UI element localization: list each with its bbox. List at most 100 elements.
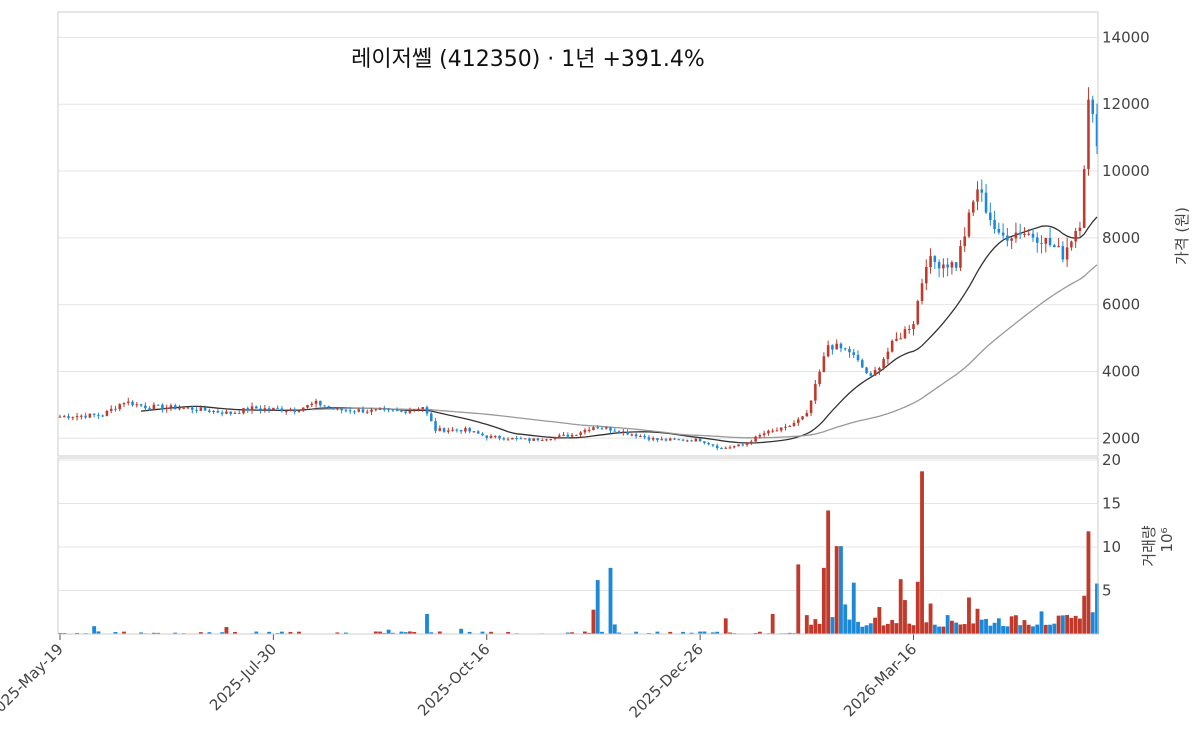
candle-body	[796, 419, 800, 423]
volume-bar	[839, 546, 843, 634]
volume-bar	[220, 632, 225, 634]
volume-bar	[804, 615, 809, 634]
volume-bar	[480, 631, 485, 634]
volume-axis-label: 거래량	[1140, 525, 1158, 567]
candle-body	[489, 435, 493, 438]
x-tick-label: 2025-May-19	[0, 640, 67, 723]
volume-bar	[992, 622, 997, 634]
candle-body	[997, 228, 1001, 233]
price-panel-frame	[57, 11, 1099, 457]
candle-body	[1014, 232, 1018, 239]
candle-body	[220, 412, 224, 414]
volume-tick-label: 10	[1102, 538, 1121, 556]
volume-bar	[668, 631, 673, 634]
candle-body	[570, 434, 574, 437]
volume-bar	[830, 617, 835, 634]
volume-bar	[489, 631, 493, 634]
candle-body	[609, 427, 612, 431]
candle-body	[357, 409, 361, 412]
candle-body	[216, 411, 220, 413]
chart-title: 레이저쎌 (412350) · 1년 +391.4%	[351, 47, 705, 72]
volume-bar	[425, 613, 429, 634]
candle-body	[109, 408, 113, 411]
price-tick-label: 4000	[1102, 362, 1140, 380]
candle-body	[528, 438, 531, 441]
candle-body	[929, 256, 932, 268]
candle-body	[873, 369, 877, 376]
candle-body	[336, 408, 339, 410]
volume-bar	[962, 624, 967, 634]
volume-bar	[851, 582, 856, 634]
candle-body	[886, 351, 890, 360]
candle-body	[728, 447, 732, 449]
candle-body	[212, 411, 215, 413]
candle-body	[148, 408, 151, 410]
candle-body	[741, 444, 745, 446]
volume-bar	[506, 631, 511, 634]
candle-body	[673, 438, 676, 440]
candle-body	[1044, 237, 1048, 244]
candle-body	[1035, 237, 1039, 243]
volume-tick-label: 15	[1102, 495, 1121, 513]
volume-bar	[975, 608, 980, 634]
candle-body	[297, 410, 301, 412]
candle-body	[276, 407, 279, 409]
candle-body	[664, 439, 668, 441]
volume-bar	[459, 628, 464, 634]
volume-bar	[873, 617, 878, 634]
candle-body	[365, 411, 369, 413]
candle-body	[515, 437, 518, 439]
candle-body	[1010, 238, 1013, 241]
volume-bar	[582, 631, 587, 634]
candle-body	[843, 348, 847, 350]
volume-bar	[1022, 620, 1027, 634]
candle-body	[310, 403, 314, 405]
candle-body	[613, 430, 617, 432]
candle-body	[677, 439, 681, 441]
candle-body	[809, 400, 813, 414]
candle-body	[899, 338, 902, 340]
volume-bar	[809, 624, 813, 634]
volume-bar	[151, 632, 156, 634]
candle-body	[139, 404, 143, 406]
candle-body	[656, 438, 659, 441]
candle-body	[532, 438, 535, 441]
volume-bar	[1095, 583, 1099, 634]
volume-bar	[1043, 624, 1048, 634]
volume-bar	[1013, 615, 1018, 634]
candle-body	[340, 408, 343, 411]
volume-bar	[412, 631, 417, 634]
candle-body	[233, 412, 237, 414]
candle-body	[822, 356, 826, 372]
candle-body	[963, 236, 966, 247]
volume-bar	[890, 620, 895, 634]
volume-bar	[757, 631, 762, 634]
volume-bar	[698, 631, 703, 634]
candle-body	[58, 416, 62, 418]
candle-body	[114, 408, 117, 410]
volume-bar	[139, 632, 144, 634]
candle-body	[856, 354, 860, 361]
volume-bar	[813, 619, 818, 634]
candle-body	[97, 414, 100, 416]
candle-body	[784, 426, 787, 428]
volume-bar	[267, 631, 272, 634]
volume-bar	[937, 626, 942, 634]
volume-bar	[570, 632, 575, 634]
volume-bar	[856, 621, 860, 634]
volume-bar	[173, 632, 178, 634]
candle-body	[421, 407, 425, 409]
candle-body	[775, 430, 779, 432]
candle-body	[818, 371, 821, 384]
candle-body	[792, 422, 796, 426]
candle-body	[558, 435, 561, 437]
candle-body	[976, 189, 979, 202]
candle-body	[425, 407, 429, 414]
volume-bar	[254, 631, 259, 634]
candle-body	[604, 427, 608, 429]
candle-body	[485, 435, 489, 438]
candle-body	[246, 408, 250, 411]
candle-body	[617, 431, 621, 433]
